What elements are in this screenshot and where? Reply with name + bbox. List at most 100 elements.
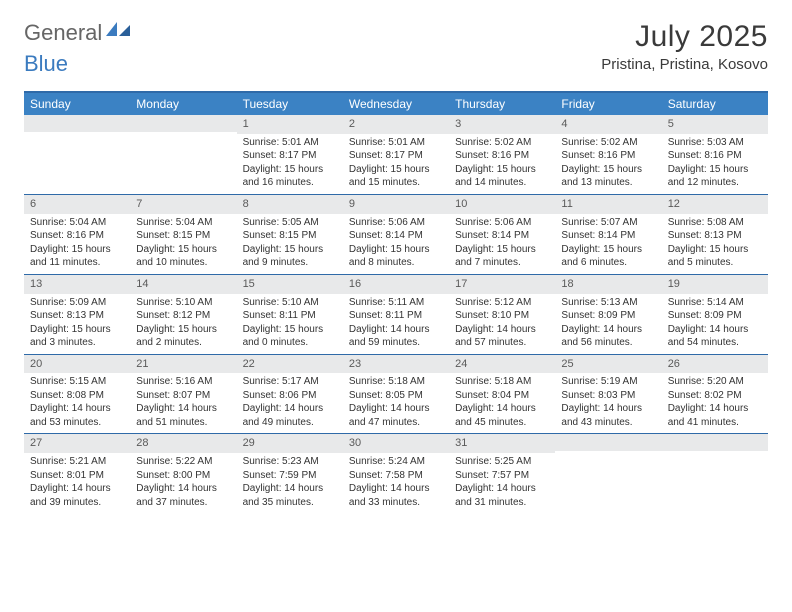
day-body: Sunrise: 5:01 AMSunset: 8:17 PMDaylight:… bbox=[237, 134, 343, 194]
day-number: 6 bbox=[24, 195, 130, 214]
weekday-header: Saturday bbox=[662, 93, 768, 115]
day-body: Sunrise: 5:15 AMSunset: 8:08 PMDaylight:… bbox=[24, 373, 130, 433]
day-body: Sunrise: 5:16 AMSunset: 8:07 PMDaylight:… bbox=[130, 373, 236, 433]
location-text: Pristina, Pristina, Kosovo bbox=[601, 56, 768, 73]
sunrise-text: Sunrise: 5:10 AM bbox=[136, 296, 230, 310]
day-number: 30 bbox=[343, 434, 449, 453]
day-cell: 9Sunrise: 5:06 AMSunset: 8:14 PMDaylight… bbox=[343, 195, 449, 274]
sunrise-text: Sunrise: 5:24 AM bbox=[349, 455, 443, 469]
day-body: Sunrise: 5:18 AMSunset: 8:04 PMDaylight:… bbox=[449, 373, 555, 433]
daylight-text: Daylight: 15 hours and 12 minutes. bbox=[668, 163, 762, 190]
day-cell: 12Sunrise: 5:08 AMSunset: 8:13 PMDayligh… bbox=[662, 195, 768, 274]
day-body: Sunrise: 5:10 AMSunset: 8:12 PMDaylight:… bbox=[130, 294, 236, 354]
day-number: 25 bbox=[555, 355, 661, 374]
day-body: Sunrise: 5:07 AMSunset: 8:14 PMDaylight:… bbox=[555, 214, 661, 274]
sunset-text: Sunset: 8:13 PM bbox=[668, 229, 762, 243]
sunset-text: Sunset: 8:01 PM bbox=[30, 469, 124, 483]
calendar-page: General July 2025 Pristina, Pristina, Ko… bbox=[0, 0, 792, 533]
sunrise-text: Sunrise: 5:04 AM bbox=[136, 216, 230, 230]
day-cell: 6 Sunrise: 5:04 AMSunset: 8:16 PMDaylight… bbox=[24, 195, 130, 274]
day-number: 8 bbox=[237, 195, 343, 214]
day-number: 11 bbox=[555, 195, 661, 214]
day-number: 24 bbox=[449, 355, 555, 374]
day-cell: 29Sunrise: 5:23 AMSunset: 7:59 PMDayligh… bbox=[237, 434, 343, 513]
sunrise-text: Sunrise: 5:05 AM bbox=[243, 216, 337, 230]
day-cell: 23Sunrise: 5:18 AMSunset: 8:05 PMDayligh… bbox=[343, 355, 449, 434]
daylight-text: Daylight: 15 hours and 7 minutes. bbox=[455, 243, 549, 270]
day-body: Sunrise: 5:24 AMSunset: 7:58 PMDaylight:… bbox=[343, 453, 449, 513]
day-number: 5 bbox=[662, 115, 768, 134]
sunset-text: Sunset: 8:14 PM bbox=[561, 229, 655, 243]
day-cell bbox=[130, 115, 236, 194]
day-number: 14 bbox=[130, 275, 236, 294]
sunset-text: Sunset: 8:08 PM bbox=[30, 389, 124, 403]
daylight-text: Daylight: 15 hours and 10 minutes. bbox=[136, 243, 230, 270]
sunrise-text: Sunrise: 5:11 AM bbox=[349, 296, 443, 310]
day-number: 28 bbox=[130, 434, 236, 453]
day-body: Sunrise: 5:21 AMSunset: 8:01 PMDaylight:… bbox=[24, 453, 130, 513]
daylight-text: Daylight: 15 hours and 14 minutes. bbox=[455, 163, 549, 190]
sunrise-text: Sunrise: 5:02 AM bbox=[455, 136, 549, 150]
day-number: 18 bbox=[555, 275, 661, 294]
day-body: Sunrise: 5:02 AMSunset: 8:16 PMDaylight:… bbox=[449, 134, 555, 194]
sunset-text: Sunset: 8:14 PM bbox=[455, 229, 549, 243]
daylight-text: Daylight: 15 hours and 5 minutes. bbox=[668, 243, 762, 270]
day-body: Sunrise: 5:19 AMSunset: 8:03 PMDaylight:… bbox=[555, 373, 661, 433]
daylight-text: Daylight: 14 hours and 43 minutes. bbox=[561, 402, 655, 429]
sunrise-text: Sunrise: 5:23 AM bbox=[243, 455, 337, 469]
day-cell: 31Sunrise: 5:25 AMSunset: 7:57 PMDayligh… bbox=[449, 434, 555, 513]
day-number: 21 bbox=[130, 355, 236, 374]
daylight-text: Daylight: 15 hours and 3 minutes. bbox=[30, 323, 124, 350]
day-body: Sunrise: 5:18 AMSunset: 8:05 PMDaylight:… bbox=[343, 373, 449, 433]
daylight-text: Daylight: 15 hours and 11 minutes. bbox=[30, 243, 124, 270]
sunrise-text: Sunrise: 5:07 AM bbox=[561, 216, 655, 230]
sunset-text: Sunset: 8:16 PM bbox=[668, 149, 762, 163]
day-number: 26 bbox=[662, 355, 768, 374]
daylight-text: Daylight: 14 hours and 51 minutes. bbox=[136, 402, 230, 429]
sunrise-text: Sunrise: 5:09 AM bbox=[30, 296, 124, 310]
daylight-text: Daylight: 15 hours and 8 minutes. bbox=[349, 243, 443, 270]
day-number: 2 bbox=[343, 115, 449, 134]
daylight-text: Daylight: 14 hours and 31 minutes. bbox=[455, 482, 549, 509]
sunset-text: Sunset: 8:16 PM bbox=[30, 229, 124, 243]
weekday-header: Thursday bbox=[449, 93, 555, 115]
brand-part1: General bbox=[24, 20, 102, 46]
day-cell: 5Sunrise: 5:03 AMSunset: 8:16 PMDaylight… bbox=[662, 115, 768, 194]
week-row: 6Sunrise: 5:04 AMSunset: 8:16 PMDaylight… bbox=[24, 194, 768, 274]
day-number: 16 bbox=[343, 275, 449, 294]
day-number: 15 bbox=[237, 275, 343, 294]
sunrise-text: Sunrise: 5:06 AM bbox=[349, 216, 443, 230]
sunrise-text: Sunrise: 5:01 AM bbox=[243, 136, 337, 150]
daylight-text: Daylight: 15 hours and 2 minutes. bbox=[136, 323, 230, 350]
daylight-text: Daylight: 14 hours and 59 minutes. bbox=[349, 323, 443, 350]
sunrise-text: Sunrise: 5:04 AM bbox=[30, 216, 124, 230]
sunrise-text: Sunrise: 5:21 AM bbox=[30, 455, 124, 469]
day-number bbox=[130, 115, 236, 132]
daylight-text: Daylight: 14 hours and 49 minutes. bbox=[243, 402, 337, 429]
daylight-text: Daylight: 15 hours and 9 minutes. bbox=[243, 243, 337, 270]
day-number: 10 bbox=[449, 195, 555, 214]
month-title: July 2025 bbox=[601, 20, 768, 54]
weekday-header: Sunday bbox=[24, 93, 130, 115]
sunrise-text: Sunrise: 5:15 AM bbox=[30, 375, 124, 389]
day-number: 20 bbox=[24, 355, 130, 374]
day-body: Sunrise: 5:10 AMSunset: 8:11 PMDaylight:… bbox=[237, 294, 343, 354]
daylight-text: Daylight: 14 hours and 41 minutes. bbox=[668, 402, 762, 429]
sunrise-text: Sunrise: 5:16 AM bbox=[136, 375, 230, 389]
day-body: Sunrise: 5:20 AMSunset: 8:02 PMDaylight:… bbox=[662, 373, 768, 433]
sunset-text: Sunset: 8:06 PM bbox=[243, 389, 337, 403]
sunset-text: Sunset: 8:17 PM bbox=[349, 149, 443, 163]
day-body: Sunrise: 5:25 AMSunset: 7:57 PMDaylight:… bbox=[449, 453, 555, 513]
brand-sail-icon bbox=[106, 20, 132, 46]
week-row: 13Sunrise: 5:09 AMSunset: 8:13 PMDayligh… bbox=[24, 274, 768, 354]
day-number: 4 bbox=[555, 115, 661, 134]
sunrise-text: Sunrise: 5:18 AM bbox=[349, 375, 443, 389]
sunset-text: Sunset: 8:17 PM bbox=[243, 149, 337, 163]
daylight-text: Daylight: 15 hours and 16 minutes. bbox=[243, 163, 337, 190]
daylight-text: Daylight: 15 hours and 6 minutes. bbox=[561, 243, 655, 270]
sunset-text: Sunset: 8:03 PM bbox=[561, 389, 655, 403]
day-cell: 18Sunrise: 5:13 AMSunset: 8:09 PMDayligh… bbox=[555, 275, 661, 354]
title-block: July 2025 Pristina, Pristina, Kosovo bbox=[601, 20, 768, 73]
daylight-text: Daylight: 14 hours and 45 minutes. bbox=[455, 402, 549, 429]
daylight-text: Daylight: 15 hours and 13 minutes. bbox=[561, 163, 655, 190]
